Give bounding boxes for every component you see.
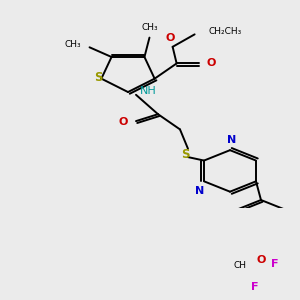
Text: N: N: [195, 186, 205, 196]
Text: S: S: [94, 71, 103, 85]
Text: CH: CH: [234, 260, 247, 269]
Text: N: N: [227, 135, 237, 145]
Text: O: O: [207, 58, 216, 68]
Text: CH₃: CH₃: [141, 23, 158, 32]
Text: S: S: [181, 148, 189, 161]
Text: CH₃: CH₃: [65, 40, 82, 49]
Text: O: O: [256, 255, 266, 266]
Text: F: F: [251, 282, 259, 292]
Text: NH: NH: [140, 86, 157, 96]
Text: CH₂CH₃: CH₂CH₃: [208, 27, 242, 36]
Text: F: F: [271, 259, 278, 269]
Text: O: O: [166, 33, 175, 43]
Text: O: O: [118, 118, 128, 128]
